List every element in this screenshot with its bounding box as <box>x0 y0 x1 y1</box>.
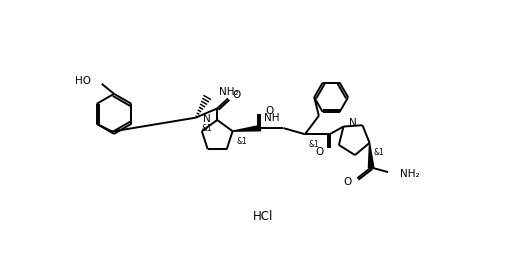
Text: N: N <box>203 114 211 124</box>
Text: O: O <box>344 177 352 187</box>
Text: &1: &1 <box>373 148 384 157</box>
Text: HO: HO <box>75 77 91 86</box>
Text: &1: &1 <box>237 137 247 146</box>
Polygon shape <box>368 143 374 168</box>
Text: NH: NH <box>264 113 280 123</box>
Text: NH₂: NH₂ <box>219 87 238 97</box>
Text: &1: &1 <box>202 124 213 133</box>
Text: &1: &1 <box>309 140 320 149</box>
Polygon shape <box>232 125 261 131</box>
Text: HCl: HCl <box>253 210 273 223</box>
Text: O: O <box>232 90 241 100</box>
Text: NH₂: NH₂ <box>399 169 419 179</box>
Text: O: O <box>315 147 323 157</box>
Text: N: N <box>349 118 357 128</box>
Text: O: O <box>266 106 274 116</box>
